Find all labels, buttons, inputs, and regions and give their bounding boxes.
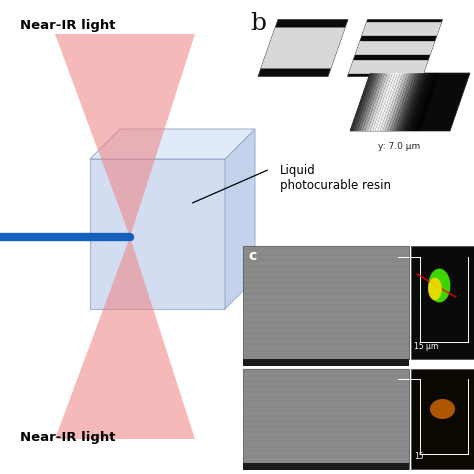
- Polygon shape: [392, 73, 415, 131]
- Polygon shape: [261, 27, 345, 69]
- Polygon shape: [380, 73, 402, 131]
- Polygon shape: [375, 73, 398, 131]
- Text: Liquid
photocurable resin: Liquid photocurable resin: [280, 164, 391, 192]
- Polygon shape: [373, 73, 395, 131]
- Bar: [243, 463, 409, 470]
- Polygon shape: [402, 73, 425, 131]
- Polygon shape: [377, 73, 400, 131]
- Polygon shape: [363, 73, 385, 131]
- Polygon shape: [90, 129, 255, 159]
- Polygon shape: [370, 73, 392, 131]
- Bar: [411, 369, 474, 469]
- Polygon shape: [258, 19, 348, 76]
- Polygon shape: [400, 73, 422, 131]
- Polygon shape: [55, 237, 195, 439]
- Text: 15: 15: [414, 452, 424, 461]
- Polygon shape: [415, 73, 438, 131]
- Ellipse shape: [430, 399, 455, 419]
- Polygon shape: [383, 73, 405, 131]
- Polygon shape: [347, 19, 443, 76]
- Polygon shape: [360, 73, 383, 131]
- Polygon shape: [408, 73, 430, 131]
- Polygon shape: [367, 73, 390, 131]
- Polygon shape: [410, 73, 432, 131]
- Bar: [411, 246, 474, 359]
- Polygon shape: [390, 73, 412, 131]
- Polygon shape: [90, 159, 225, 309]
- Polygon shape: [362, 22, 442, 36]
- Polygon shape: [350, 73, 470, 131]
- Polygon shape: [355, 41, 435, 55]
- Bar: [243, 359, 409, 366]
- Polygon shape: [395, 73, 418, 131]
- Text: Near-IR light: Near-IR light: [20, 19, 116, 32]
- Polygon shape: [357, 73, 380, 131]
- Polygon shape: [350, 73, 373, 131]
- Polygon shape: [365, 73, 388, 131]
- Text: 15 μm: 15 μm: [414, 342, 438, 351]
- Text: Near-IR light: Near-IR light: [20, 431, 116, 444]
- Ellipse shape: [428, 278, 442, 300]
- Polygon shape: [225, 129, 255, 309]
- Ellipse shape: [428, 269, 450, 302]
- Polygon shape: [353, 73, 375, 131]
- Polygon shape: [398, 73, 420, 131]
- Polygon shape: [388, 73, 410, 131]
- Text: c: c: [248, 249, 256, 263]
- Text: b: b: [250, 12, 266, 35]
- Polygon shape: [405, 73, 428, 131]
- Bar: [243, 369, 409, 469]
- Polygon shape: [55, 34, 195, 237]
- Polygon shape: [412, 73, 435, 131]
- Text: y: 7.0 μm: y: 7.0 μm: [378, 142, 420, 151]
- Polygon shape: [348, 60, 428, 74]
- Polygon shape: [355, 73, 377, 131]
- Polygon shape: [385, 73, 408, 131]
- Bar: [243, 246, 409, 359]
- Polygon shape: [418, 73, 440, 131]
